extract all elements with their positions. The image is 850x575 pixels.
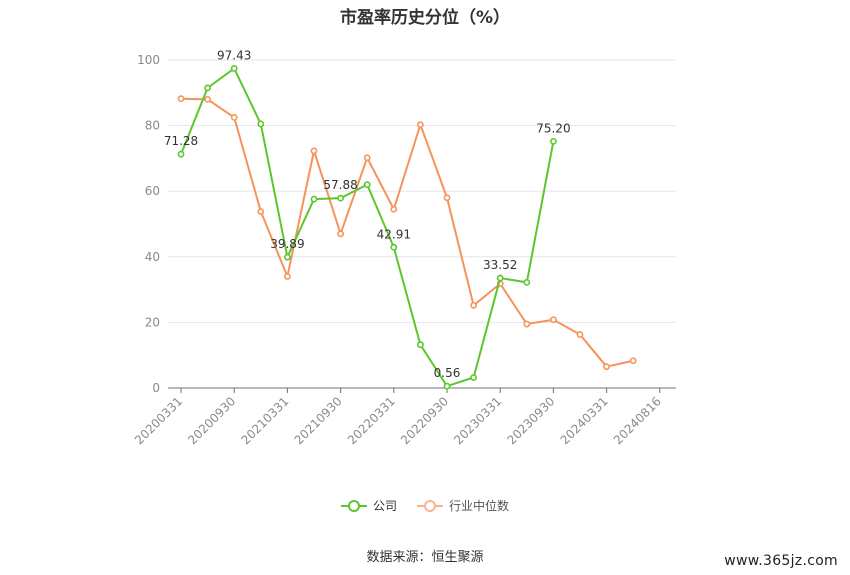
industry-median-data-point xyxy=(629,357,637,365)
chart-legend: 公司 行业中位数 xyxy=(0,497,850,514)
data-label: 57.88 xyxy=(323,178,357,192)
company-data-point xyxy=(204,84,211,92)
x-tick-label: 20210930 xyxy=(292,394,345,447)
company-data-point xyxy=(390,243,398,251)
data-label: 71.28 xyxy=(164,134,198,148)
industry-median-data-point xyxy=(550,316,557,324)
company-data-point xyxy=(257,120,265,128)
x-tick-label: 20220930 xyxy=(398,394,451,447)
industry-median-data-point xyxy=(443,194,451,202)
company-data-point xyxy=(310,195,318,203)
legend-label-industry-median: 行业中位数 xyxy=(449,499,510,513)
x-tick-label: 20210331 xyxy=(238,394,291,447)
company-data-point xyxy=(416,341,424,349)
industry-median-data-point xyxy=(337,230,344,238)
company-data-point xyxy=(496,274,504,282)
industry-median-series-line xyxy=(180,97,634,368)
watermark: www.365jz.com xyxy=(724,553,838,569)
y-tick-label: 60 xyxy=(145,184,160,198)
company-data-point xyxy=(470,374,477,381)
company-data-point xyxy=(550,137,557,145)
company-data-point xyxy=(283,253,291,261)
y-tick-label: 40 xyxy=(145,250,160,264)
industry-median-data-point xyxy=(310,147,318,155)
x-tick-label: 20240331 xyxy=(558,394,611,447)
x-tick-label: 20230331 xyxy=(451,394,504,447)
data-label: 42.91 xyxy=(377,227,411,241)
industry-median-data-point xyxy=(230,114,238,121)
y-tick-label: 0 xyxy=(152,381,160,395)
x-tick-label: 20220331 xyxy=(345,394,398,447)
industry-median-data-point xyxy=(603,363,610,371)
industry-median-data-point xyxy=(204,95,211,103)
data-label: 97.43 xyxy=(217,48,251,62)
x-tick-label: 20200331 xyxy=(132,394,185,447)
company-data-point xyxy=(443,382,451,390)
industry-median-legend-swatch xyxy=(417,499,443,512)
legend-item-industry-median[interactable]: 行业中位数 xyxy=(417,497,509,514)
y-tick-label: 100 xyxy=(137,53,160,67)
x-tick-label: 20200930 xyxy=(185,394,238,447)
company-data-point xyxy=(177,150,185,158)
industry-median-data-point xyxy=(470,301,477,309)
data-label: 75.20 xyxy=(536,121,570,135)
x-tick-label: 20230930 xyxy=(504,394,557,447)
industry-median-data-point xyxy=(416,121,424,129)
legend-item-company[interactable]: 公司 xyxy=(340,497,397,514)
company-data-point xyxy=(523,278,531,286)
company-data-point xyxy=(230,65,238,72)
industry-median-data-point xyxy=(363,154,371,162)
industry-median-data-point xyxy=(177,95,185,103)
industry-median-data-point xyxy=(283,273,291,280)
data-source: 数据来源：恒生聚源 xyxy=(366,550,484,565)
y-tick-label: 20 xyxy=(145,315,160,329)
industry-median-data-point xyxy=(576,331,584,338)
data-label: 33.52 xyxy=(483,258,517,272)
legend-label-company: 公司 xyxy=(372,499,397,513)
company-data-point xyxy=(363,181,371,189)
company-data-point xyxy=(337,194,344,202)
industry-median-data-point xyxy=(523,320,531,328)
industry-median-data-point xyxy=(257,208,265,215)
chart-title: 市盈率历史分位（%） xyxy=(339,8,511,28)
data-label: 0.56 xyxy=(434,366,461,380)
industry-median-data-point xyxy=(390,205,398,213)
x-tick-label: 20240816 xyxy=(611,394,664,447)
data-label: 39.89 xyxy=(270,237,304,251)
y-tick-label: 80 xyxy=(145,119,160,133)
company-legend-swatch xyxy=(340,499,367,512)
